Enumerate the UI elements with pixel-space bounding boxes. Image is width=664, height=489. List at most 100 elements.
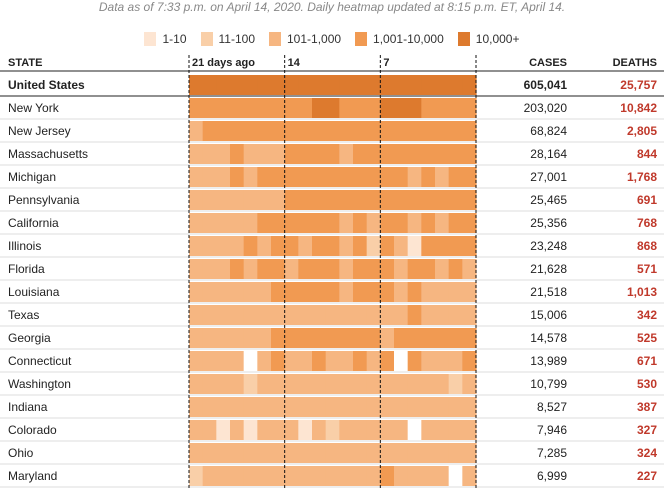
heatmap-cell: [353, 443, 368, 463]
heatmap-cell: [394, 213, 409, 233]
heatmap-cell: [284, 236, 299, 256]
heatmap-cell: [284, 213, 299, 233]
heatmap-cell: [462, 466, 477, 486]
heatmap-cell: [380, 374, 395, 394]
heatmap-cell: [353, 420, 368, 440]
heatmap-cell: [421, 75, 436, 95]
heatmap-cell: [448, 75, 463, 95]
heatmap-cell: [339, 144, 354, 164]
heatmap-cell: [257, 351, 272, 371]
heatmap-cell: [243, 259, 258, 279]
heatmap-cell: [298, 282, 313, 302]
heatmap-cell: [407, 236, 422, 256]
heatmap-cell: [448, 98, 463, 118]
heatmap-cell: [421, 374, 436, 394]
heatmap-cell: [435, 282, 450, 302]
heatmap-cell: [230, 190, 245, 210]
heatmap-cell: [380, 305, 395, 325]
state-name: Washington: [8, 377, 71, 391]
state-name: Louisiana: [8, 285, 60, 299]
heatmap-cell: [448, 328, 463, 348]
heatmap-cell: [257, 443, 272, 463]
heatmap-cell: [462, 75, 477, 95]
heatmap-cell: [216, 75, 231, 95]
heatmap-cell: [243, 351, 258, 371]
heatmap-cell: [243, 328, 258, 348]
heatmap-cell: [448, 397, 463, 417]
column-header-deaths: DEATHS: [613, 57, 657, 69]
heatmap-cell: [230, 167, 245, 187]
heatmap-cell: [435, 190, 450, 210]
heatmap-cell: [394, 121, 409, 141]
heatmap-cell: [407, 466, 422, 486]
heatmap-cell: [448, 121, 463, 141]
heatmap-cell: [312, 213, 327, 233]
deaths-value: 387: [637, 400, 657, 414]
heatmap-cell: [325, 328, 340, 348]
heatmap-cell: [298, 466, 313, 486]
heatmap-cell: [462, 190, 477, 210]
state-name: Georgia: [8, 331, 51, 345]
heatmap-cell: [257, 98, 272, 118]
heatmap-cell: [271, 443, 286, 463]
heatmap-cell: [339, 190, 354, 210]
state-name: Illinois: [8, 239, 41, 253]
heatmap-cell: [257, 259, 272, 279]
heatmap-cell: [366, 328, 381, 348]
heatmap-cell: [339, 213, 354, 233]
heatmap-cell: [189, 351, 204, 371]
heatmap-cell: [366, 351, 381, 371]
heatmap-cell: [298, 75, 313, 95]
heatmap-cell: [189, 190, 204, 210]
heatmap-cell: [202, 236, 217, 256]
heatmap-cell: [448, 466, 463, 486]
heatmap-cell: [298, 167, 313, 187]
deaths-value: 671: [637, 354, 657, 368]
heatmap-cell: [189, 328, 204, 348]
cases-value: 6,999: [537, 469, 567, 483]
heatmap-cell: [271, 190, 286, 210]
timeline-label: 14: [288, 57, 301, 69]
heatmap-cell: [284, 144, 299, 164]
heatmap-cell: [353, 144, 368, 164]
heatmap-cell: [189, 213, 204, 233]
heatmap-cell: [202, 282, 217, 302]
heatmap-cell: [448, 236, 463, 256]
heatmap-cell: [216, 328, 231, 348]
heatmap-cell: [339, 397, 354, 417]
heatmap-cell: [298, 236, 313, 256]
heatmap-cell: [435, 236, 450, 256]
heatmap-cell: [202, 259, 217, 279]
heatmap-cell: [366, 466, 381, 486]
heatmap-cell: [421, 190, 436, 210]
heatmap-cell: [202, 121, 217, 141]
heatmap-cell: [380, 213, 395, 233]
heatmap-cell: [421, 420, 436, 440]
heatmap-cell: [462, 167, 477, 187]
heatmap-cell: [216, 466, 231, 486]
heatmap-cell: [312, 420, 327, 440]
heatmap-cell: [230, 236, 245, 256]
heatmap-cell: [216, 190, 231, 210]
cases-value: 7,946: [537, 423, 567, 437]
heatmap-cell: [366, 75, 381, 95]
heatmap-cell: [202, 420, 217, 440]
heatmap-cell: [312, 121, 327, 141]
heatmap-cell: [380, 236, 395, 256]
heatmap-cell: [339, 167, 354, 187]
heatmap-cell: [230, 98, 245, 118]
heatmap-cell: [189, 443, 204, 463]
heatmap-cell: [394, 190, 409, 210]
heatmap-cell: [462, 351, 477, 371]
heatmap-cell: [271, 75, 286, 95]
legend-label: 1,001-10,000: [373, 32, 444, 46]
heatmap-cell: [353, 190, 368, 210]
heatmap-cell: [284, 259, 299, 279]
state-name: United States: [8, 78, 85, 92]
heatmap-cell: [366, 282, 381, 302]
heatmap-cell: [353, 466, 368, 486]
heatmap-cell: [462, 259, 477, 279]
heatmap-cell: [284, 282, 299, 302]
state-name: Maryland: [8, 469, 57, 483]
